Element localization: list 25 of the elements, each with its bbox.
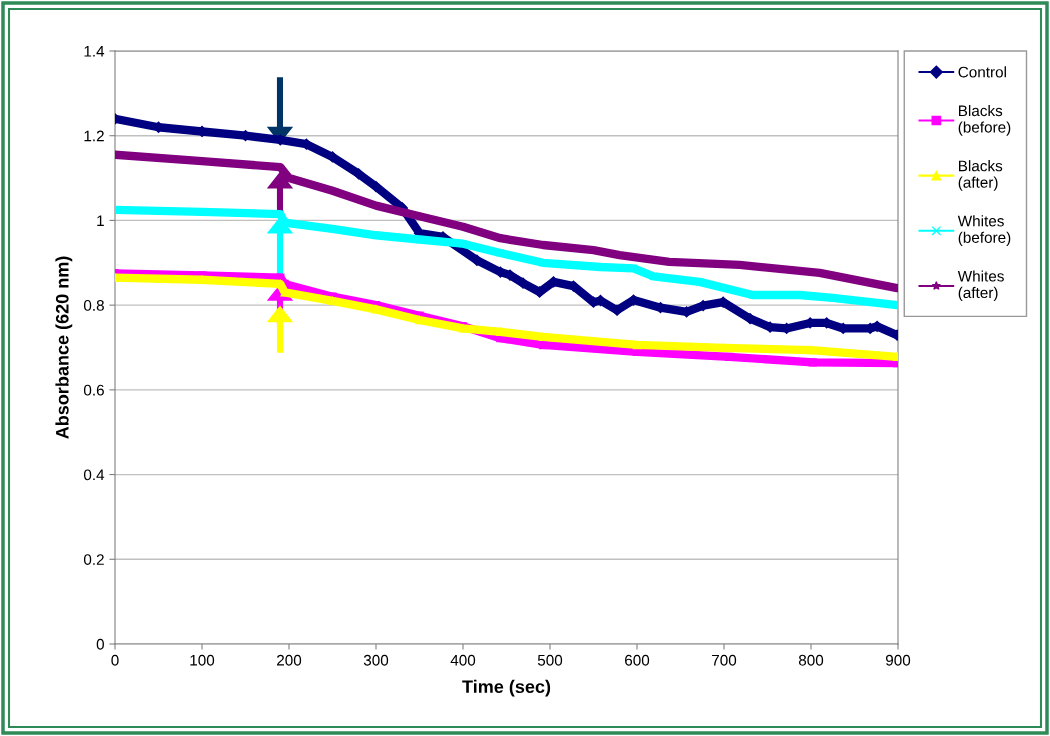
y-tick-label: 1 xyxy=(97,215,104,226)
x-tick-label: 600 xyxy=(625,654,650,666)
legend-label: Whites (before) xyxy=(957,215,1011,246)
x-tick-label: 400 xyxy=(450,654,476,666)
y-tick-label: 0.4 xyxy=(83,469,105,481)
x-tick-label: 500 xyxy=(537,654,563,666)
x-tick-label: 300 xyxy=(363,654,389,666)
legend-label: Blacks (after) xyxy=(958,160,1003,191)
x-tick-label: 700 xyxy=(712,654,737,666)
y-tick-label: 0.6 xyxy=(83,384,104,396)
y-tick-label: 1.2 xyxy=(84,130,104,142)
x-axis-title: Time (sec) xyxy=(462,679,551,697)
legend-label: Control xyxy=(958,66,1006,78)
x-tick-label: 0 xyxy=(111,654,119,666)
x-tick-label: 800 xyxy=(798,654,824,666)
y-axis-title: Absorbance (620 nm) xyxy=(55,256,73,439)
legend-label: Whites (after) xyxy=(957,270,1004,302)
legend-label: Blacks (before) xyxy=(958,104,1011,136)
x-tick-label: 100 xyxy=(190,654,215,666)
y-tick-label: 1.4 xyxy=(84,46,105,57)
x-tick-label: 900 xyxy=(885,654,911,666)
y-tick-label: 0 xyxy=(96,638,104,650)
y-tick-label: 0.8 xyxy=(83,300,104,311)
y-tick-label: 0.2 xyxy=(83,554,104,565)
x-tick-label: 200 xyxy=(277,654,302,666)
